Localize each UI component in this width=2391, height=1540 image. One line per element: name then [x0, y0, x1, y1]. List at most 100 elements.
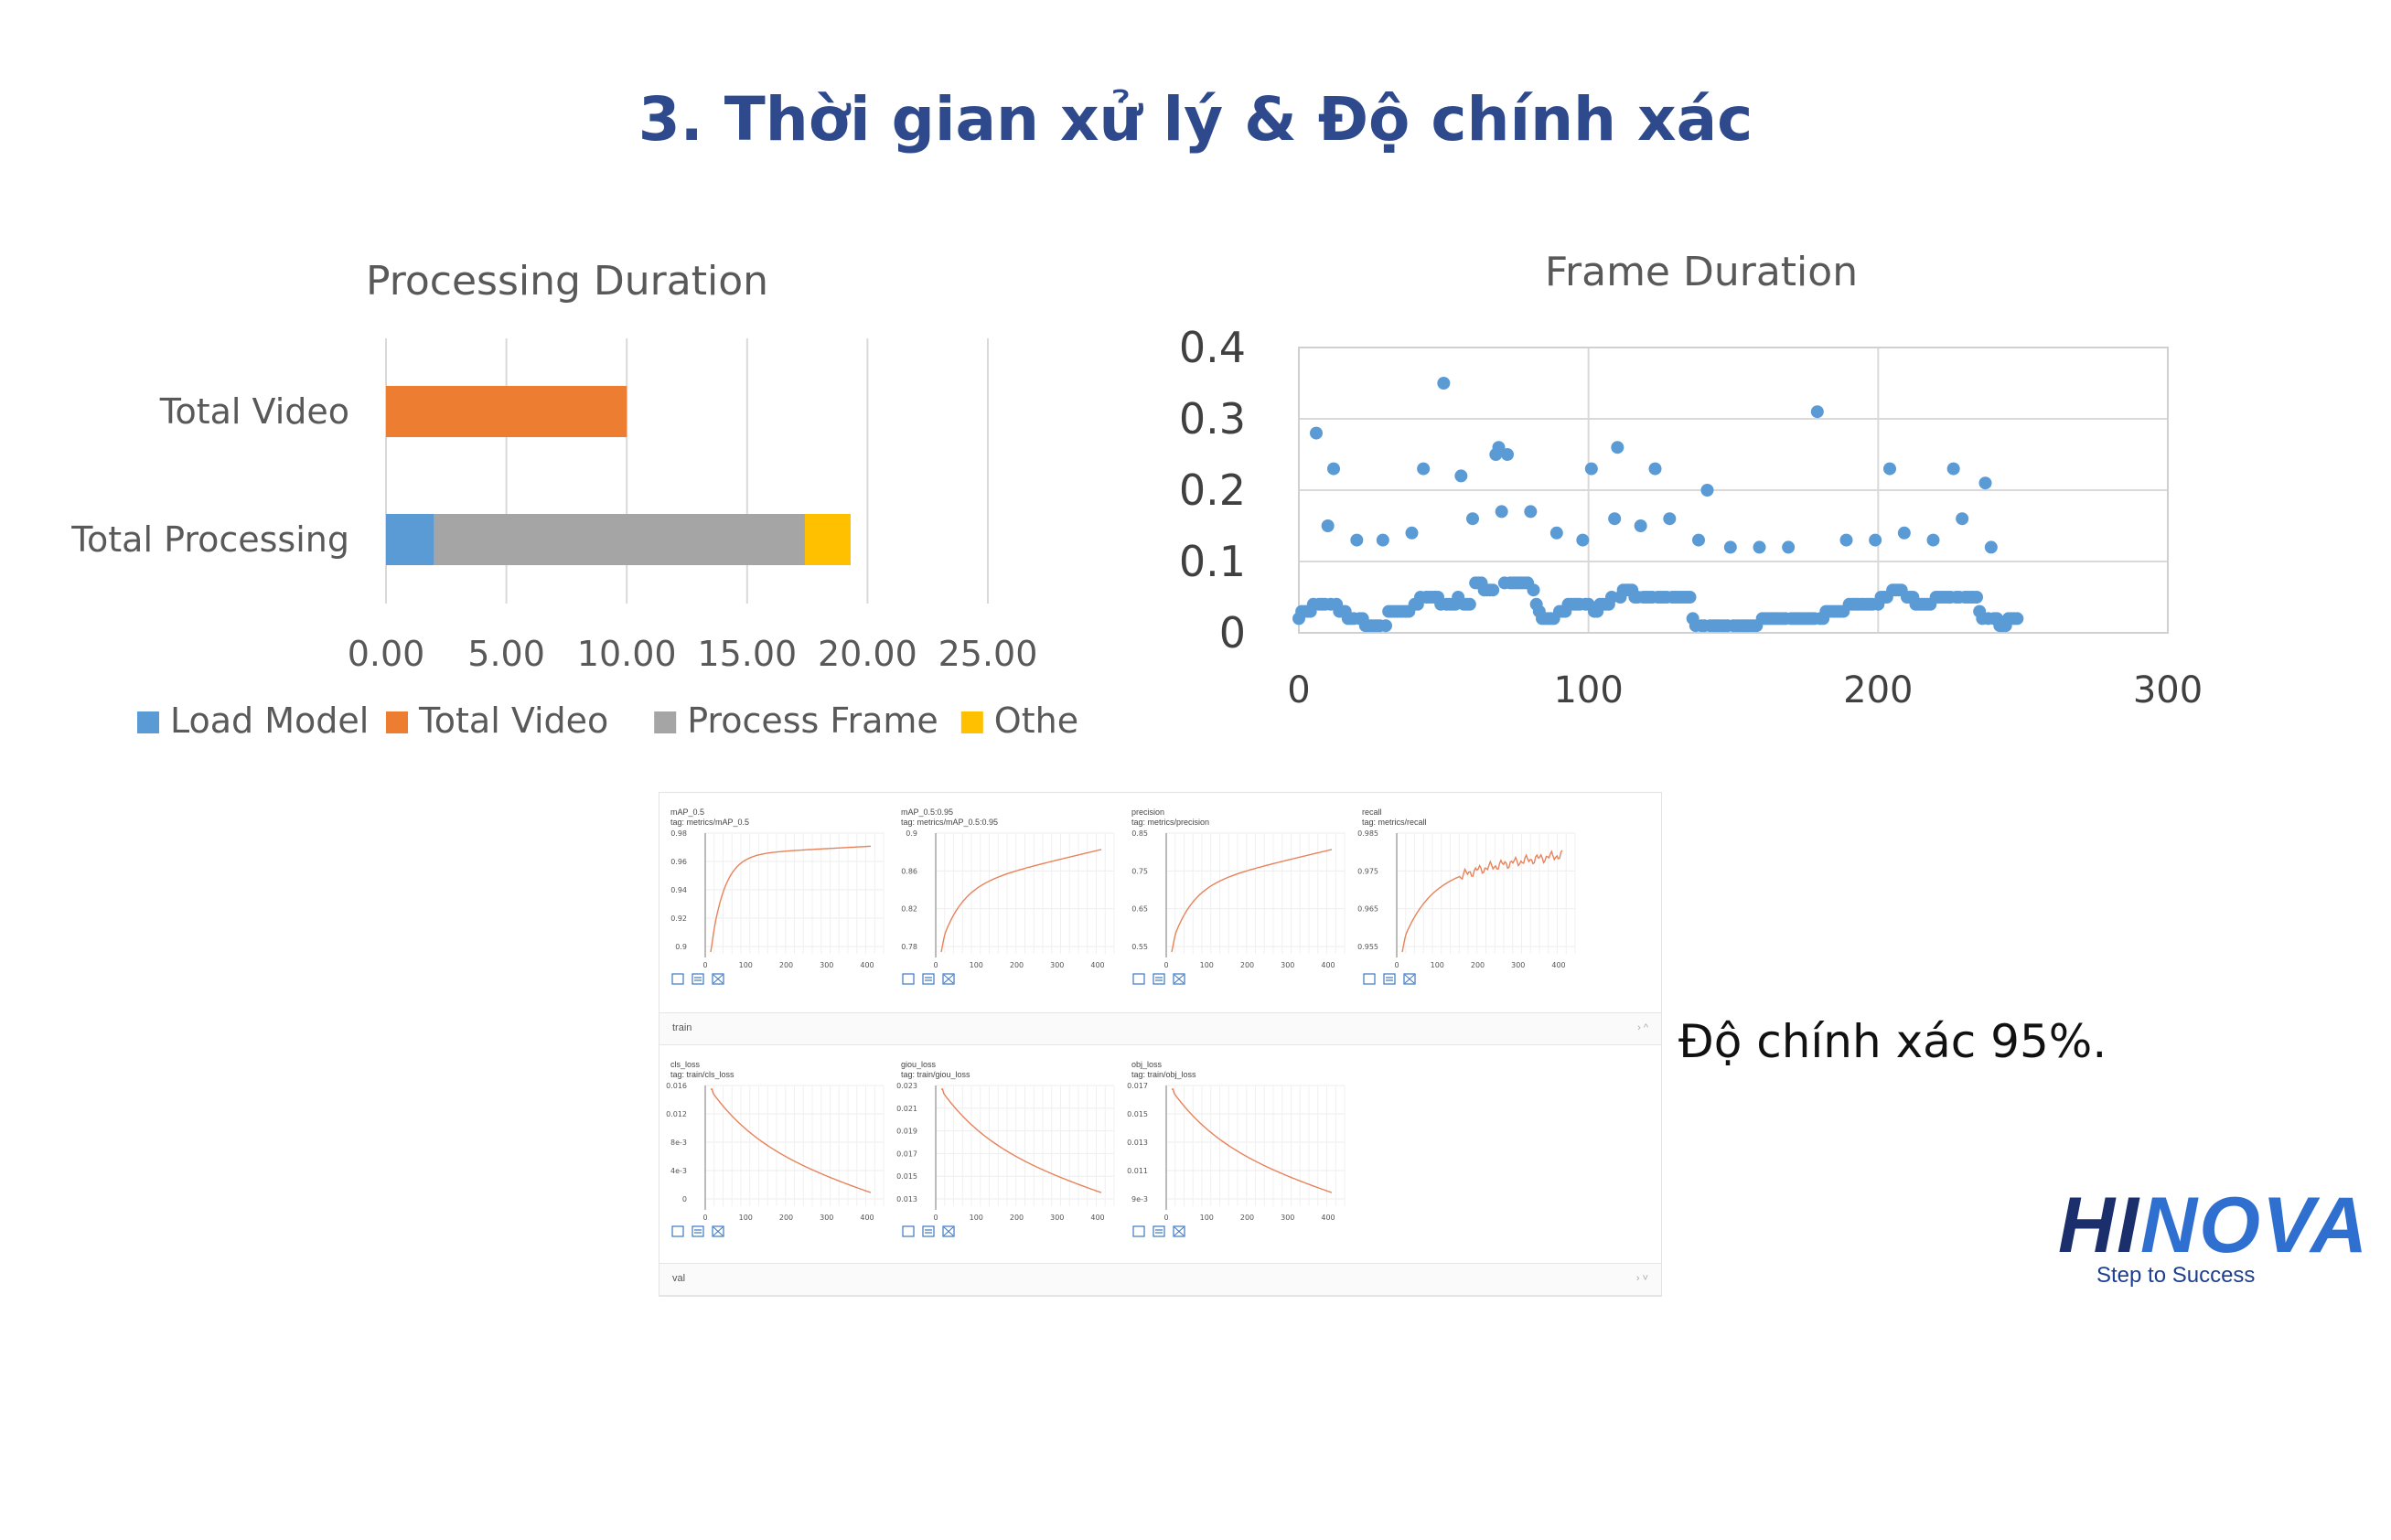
mini-chart-title: recall: [1362, 807, 1382, 817]
mini-chart-title: cls_loss: [670, 1060, 701, 1069]
mini-x-tick: 200: [1471, 961, 1485, 969]
mini-chart-line: [1401, 850, 1563, 953]
mini-y-tick: 0.55: [1131, 943, 1148, 951]
mini-x-tick: 300: [1511, 961, 1525, 969]
expand-icon[interactable]: [902, 1225, 915, 1237]
list-icon[interactable]: [922, 1225, 935, 1237]
expand-icon[interactable]: [1132, 1225, 1145, 1237]
mini-x-tick: 0: [1163, 1214, 1168, 1222]
hinova-logo: HINOVA Step to Success: [2058, 1184, 2367, 1294]
list-icon[interactable]: [1153, 973, 1165, 985]
expand-icon[interactable]: [1132, 973, 1145, 985]
mini-y-tick: 0: [682, 1195, 687, 1203]
mini-y-tick: 9e-3: [1131, 1195, 1148, 1203]
mini-y-tick: 0.9: [906, 829, 917, 838]
mini-y-tick: 0.94: [670, 886, 687, 894]
processing-duration-title: Processing Duration: [365, 258, 769, 305]
mini-chart-obj-loss: obj_loss tag: train/obj_loss 0.017 0.015 0.0…: [1120, 1045, 1349, 1256]
fit-icon[interactable]: [712, 1225, 724, 1237]
scatter-point: [1549, 526, 1563, 540]
fit-icon[interactable]: [712, 973, 724, 985]
expand-icon[interactable]: [902, 973, 915, 985]
bar-total-video: [386, 386, 627, 437]
scatter-point: [1327, 462, 1340, 476]
mini-x-tick: 0: [702, 1214, 707, 1222]
expand-icon[interactable]: [1363, 973, 1376, 985]
mini-y-tick: 0.955: [1357, 943, 1378, 951]
mini-y-tick: 8e-3: [670, 1139, 687, 1147]
mini-y-tick: 0.021: [896, 1105, 917, 1113]
x-tick-label: 100: [1553, 669, 1623, 711]
fit-icon[interactable]: [1403, 973, 1416, 985]
scatter-point: [1634, 519, 1647, 532]
expand-icon[interactable]: [671, 1225, 684, 1237]
x-tick-label: 300: [2133, 669, 2203, 711]
y-tick-label: 0: [1219, 608, 1246, 658]
mini-x-tick: 300: [1050, 1214, 1064, 1222]
list-icon[interactable]: [922, 973, 935, 985]
mini-y-tick: 0.965: [1357, 905, 1378, 914]
mini-y-tick: 0.985: [1357, 829, 1378, 838]
mini-x-tick: 100: [1431, 961, 1444, 969]
mini-x-tick: 400: [860, 1214, 874, 1222]
mini-chart-line: [711, 1088, 872, 1193]
fit-icon[interactable]: [1173, 973, 1185, 985]
mini-chart-giou-loss: giou_loss tag: train/giou_loss 0.023 0.021 0…: [890, 1045, 1119, 1256]
mini-chart-tag: tag: metrics/mAP_0.5: [670, 818, 750, 827]
mini-chart-plot: 0.985 0.975 0.965 0.955 0 100 200 300 400: [1357, 829, 1576, 985]
list-icon[interactable]: [692, 973, 704, 985]
mini-y-tick: 0.017: [1127, 1082, 1148, 1090]
scatter-point: [1310, 426, 1323, 440]
list-icon[interactable]: [1383, 973, 1396, 985]
list-icon[interactable]: [1153, 1225, 1165, 1237]
logo-wordmark: HINOVA: [2058, 1184, 2369, 1267]
frame-duration-title: Frame Duration: [1544, 249, 1859, 295]
expand-icon[interactable]: [671, 973, 684, 985]
mini-x-tick: 0: [933, 1214, 938, 1222]
x-tick-label: 0.00: [348, 634, 425, 674]
mini-chart-header: cls_loss tag: train/cls_loss: [670, 1060, 734, 1080]
chevron-icon[interactable]: › ˅: [1635, 1273, 1648, 1284]
scatter-point: [1486, 583, 1500, 597]
mini-x-tick: 200: [1240, 961, 1254, 969]
scatter-point: [1405, 526, 1419, 540]
y-tick-label: 0.2: [1179, 465, 1246, 515]
legend-label: Others: [994, 700, 1079, 741]
bar-load-model: [386, 514, 434, 565]
scatter-point: [1683, 591, 1697, 604]
logo-hi: HI: [2058, 1182, 2140, 1269]
mini-x-tick: 100: [970, 961, 983, 969]
fit-icon[interactable]: [942, 973, 955, 985]
mini-chart-line: [941, 1088, 1102, 1193]
scatter-point: [1753, 540, 1766, 554]
scatter-point: [1463, 597, 1476, 611]
mini-x-tick: 200: [1240, 1214, 1254, 1222]
mini-x-tick: 100: [1200, 1214, 1214, 1222]
mini-chart-line: [1171, 849, 1333, 953]
scatter-point: [1926, 533, 1940, 547]
section-val-bar[interactable]: val › ˅: [659, 1263, 1661, 1296]
scatter-point: [1527, 583, 1540, 597]
section-val-label: val: [672, 1273, 686, 1284]
mini-x-tick: 0: [1163, 961, 1168, 969]
scatter-point: [1501, 448, 1514, 461]
mini-y-tick: 0.9: [675, 943, 687, 951]
mini-x-tick: 0: [702, 961, 707, 969]
bar-others: [804, 514, 851, 565]
section-train-bar[interactable]: train › ^: [659, 1012, 1661, 1045]
mini-y-tick: 0.86: [901, 867, 917, 875]
mini-y-tick: 0.016: [666, 1082, 687, 1090]
mini-chart-recall: recall tag: metrics/recall 0.985 0.975 0.965…: [1351, 793, 1580, 1003]
logo-nova: NOVA: [2140, 1182, 2370, 1269]
mini-chart-plot: 0.98 0.96 0.94 0.92 0.9 0 100 200 300 400: [670, 829, 885, 985]
legend-label: Process Frame: [687, 700, 938, 741]
legend-swatch: [386, 711, 408, 733]
mini-y-tick: 0.013: [1127, 1139, 1148, 1147]
legend-label: Total Video: [418, 700, 608, 741]
mini-x-tick: 300: [1281, 1214, 1294, 1222]
fit-icon[interactable]: [1173, 1225, 1185, 1237]
scatter-point: [1492, 441, 1506, 455]
chevron-icon[interactable]: › ^: [1637, 1022, 1648, 1033]
fit-icon[interactable]: [942, 1225, 955, 1237]
list-icon[interactable]: [692, 1225, 704, 1237]
